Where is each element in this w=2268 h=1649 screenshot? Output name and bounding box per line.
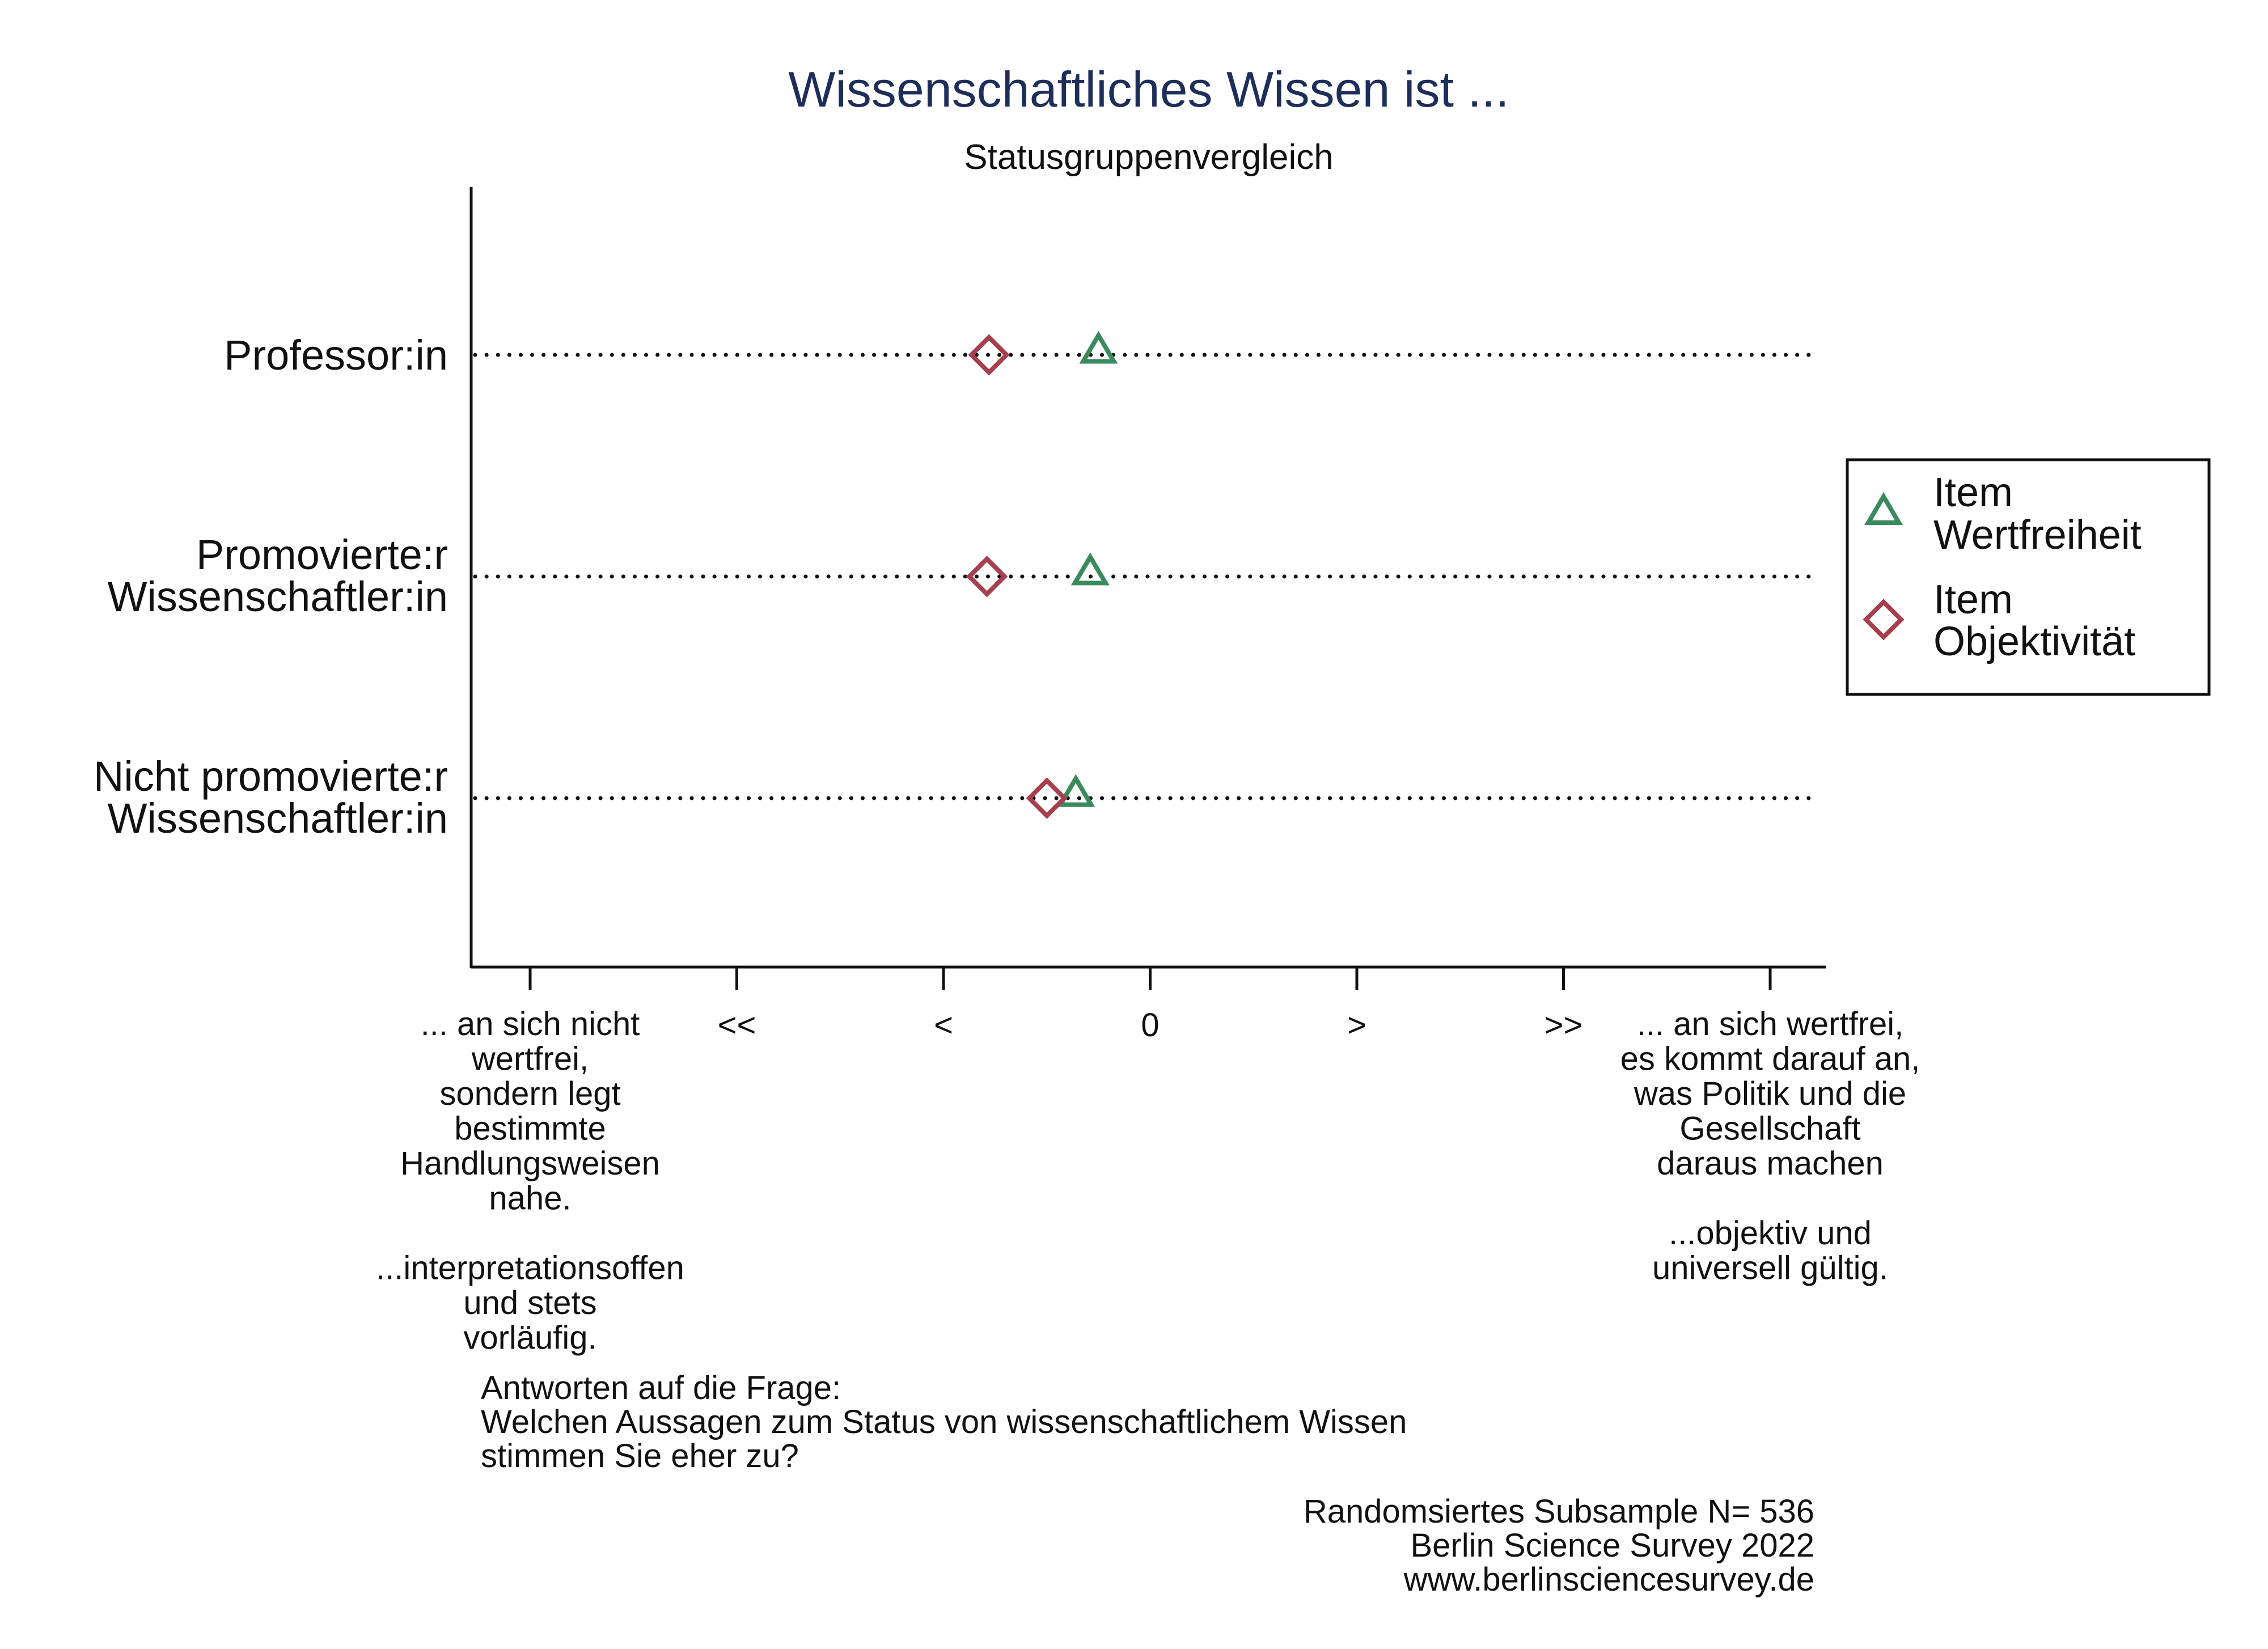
source-note: Randomsiertes Subsample N= 536 Berlin Sci… — [1304, 1493, 1814, 1598]
chart-subtitle: Statusgruppenvergleich — [964, 138, 1333, 177]
category-label: Nicht promovierte:r Wissenschaftler:in — [94, 753, 448, 842]
triangle-marker — [1070, 552, 1110, 586]
legend-label: Item Objektivität — [1933, 577, 2135, 664]
x-tick-label: 0 — [1141, 1007, 1159, 1044]
y-axis-labels: Professor:in Promovierte:r Wissenschaftler… — [94, 332, 448, 842]
diamond-marker — [968, 334, 1010, 376]
diamond-marker — [966, 556, 1008, 597]
diamond-marker — [1026, 777, 1068, 819]
x-tick-label: < — [934, 1007, 953, 1044]
chart-title: Wissenschaftliches Wissen ist ... — [788, 61, 1509, 117]
data-markers — [966, 330, 1118, 819]
legend: Item Wertfreiheit Item Objektivität — [1846, 458, 2211, 696]
legend-diamond-icon — [1863, 599, 1905, 641]
x-tick-label: > — [1347, 1007, 1366, 1044]
x-axis-label-left: ... an sich nicht wertfrei, sondern legt be… — [376, 1006, 684, 1356]
x-tick-label: << — [718, 1007, 756, 1044]
category-label: Promovierte:r Wissenschaftler:in — [108, 531, 448, 620]
category-label: Professor:in — [224, 332, 448, 379]
guide-lines — [473, 353, 1817, 800]
triangle-marker — [1056, 774, 1095, 807]
legend-box — [1846, 458, 2211, 696]
legend-label: Item Wertfreiheit — [1933, 470, 2142, 558]
triangle-marker — [1079, 330, 1118, 364]
question-note: Antworten auf die Frage: Welchen Aussagen… — [481, 1370, 1407, 1474]
x-tick-label: >> — [1545, 1007, 1583, 1044]
x-axis-label-right: ... an sich wertfrei, es kommt darauf an,… — [1620, 1006, 1920, 1287]
legend-triangle-icon — [1864, 492, 1903, 525]
x-axis-ticks: << <0 > >> — [528, 967, 1772, 1044]
